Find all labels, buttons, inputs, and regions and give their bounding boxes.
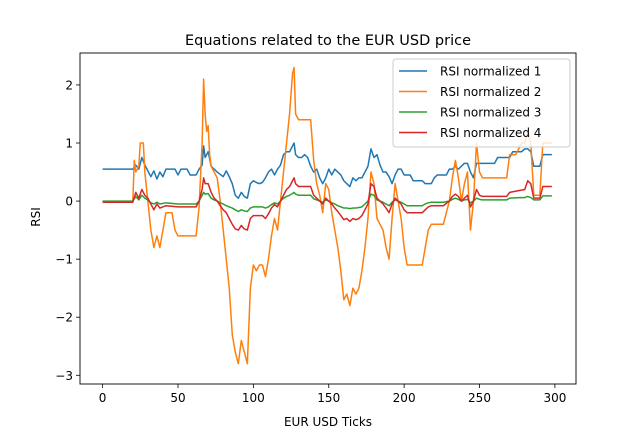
y-axis-ticks: −3 −2 −1 0 1 2 [55, 78, 80, 383]
legend-label: RSI normalized 2 [440, 85, 541, 99]
x-tick-label: 150 [317, 391, 340, 405]
y-tick-label: 1 [65, 137, 73, 151]
legend-label: RSI normalized 1 [440, 65, 541, 79]
y-tick-label: 0 [65, 195, 73, 209]
plot-frame [79, 52, 577, 385]
x-axis-label: EUR USD Ticks [284, 415, 372, 429]
x-tick-label: 50 [170, 391, 185, 405]
series-line-4 [102, 177, 552, 231]
series-line-2 [102, 66, 552, 365]
x-tick-label: 300 [543, 391, 566, 405]
legend-label: RSI normalized 4 [440, 126, 541, 140]
legend-label: RSI normalized 3 [440, 106, 541, 120]
chart-title: Equations related to the EUR USD price [185, 33, 471, 49]
y-tick-label: −3 [55, 369, 73, 383]
x-tick-label: 100 [242, 391, 265, 405]
x-tick-label: 200 [393, 391, 416, 405]
series-line-1 [102, 142, 552, 199]
x-axis-ticks: 0 50 100 150 200 250 300 [99, 384, 566, 405]
y-axis-label: RSI [29, 207, 43, 227]
legend: RSI normalized 1 RSI normalized 2 RSI norm… [392, 58, 571, 148]
x-tick-label: 0 [99, 391, 107, 405]
legend-box [392, 58, 571, 148]
series-lines [102, 66, 552, 365]
y-tick-label: −1 [55, 253, 73, 267]
y-tick-label: 2 [65, 78, 73, 92]
y-tick-label: −2 [55, 311, 73, 325]
x-tick-label: 250 [468, 391, 491, 405]
